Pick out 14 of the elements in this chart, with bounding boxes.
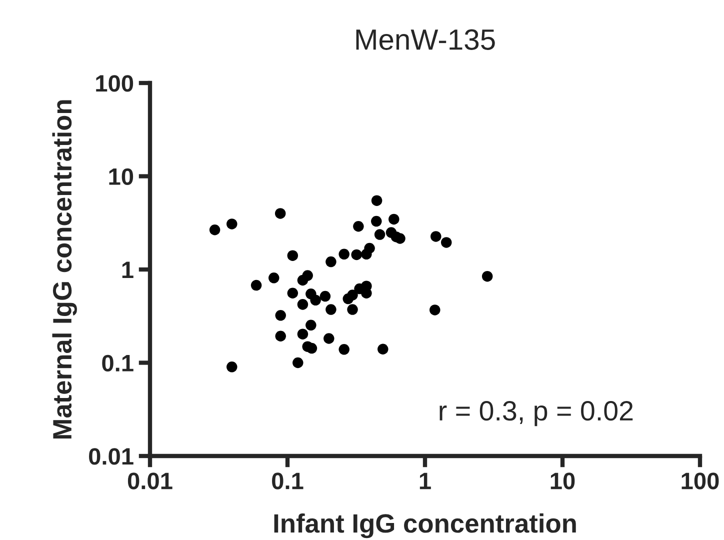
y-tick-label: 10	[109, 168, 134, 186]
y-tick-label: 0.1	[102, 354, 134, 372]
y-tick-label: 100	[96, 75, 134, 92]
x-tick-label: 0.01	[128, 472, 172, 490]
annotation: r = 0.3, p = 0.02	[440, 401, 633, 426]
y-axis-title: Maternal IgG concentration	[52, 100, 77, 439]
y-tick-label: 1	[122, 262, 134, 278]
y-tick-label: 0.01	[89, 448, 134, 465]
x-tick-label: 100	[682, 472, 719, 490]
x-tick-label: 1	[420, 472, 431, 490]
x-tick-label: 10	[550, 472, 575, 490]
chart-title: MenW-135	[356, 29, 495, 50]
x-axis-title: Infant IgG concentration	[274, 513, 576, 538]
x-tick-label: 0.1	[272, 472, 304, 490]
